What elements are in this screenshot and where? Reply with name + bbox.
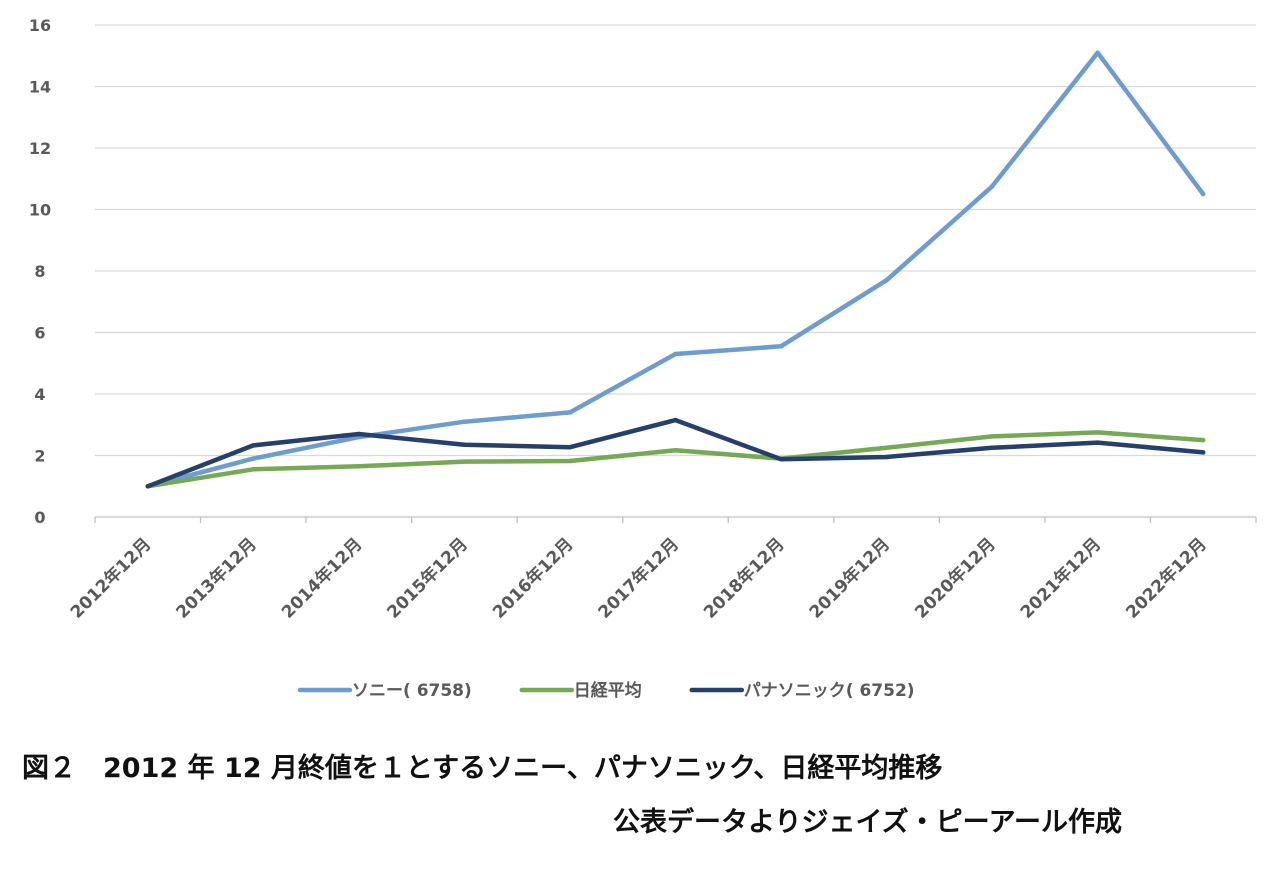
- data-point: [1201, 437, 1206, 443]
- x-tick-label: 2022年12月: [1122, 534, 1211, 623]
- legend-label: パナソニック( 6752): [744, 681, 915, 701]
- data-point: [884, 454, 889, 460]
- data-point: [673, 351, 678, 357]
- data-point: [462, 419, 467, 424]
- data-point: [145, 484, 150, 489]
- y-tick-label: 12: [29, 139, 51, 158]
- data-point: [356, 464, 362, 469]
- series-line-2: [145, 417, 1206, 489]
- data-point: [567, 410, 573, 415]
- data-point: [1095, 430, 1100, 435]
- data-point: [251, 467, 256, 472]
- y-tick-label: 4: [34, 385, 45, 404]
- x-tick-label: 2012年12月: [66, 534, 155, 623]
- data-point: [462, 459, 467, 464]
- source-note: 公表データよりジェイズ・ピーアール作成: [613, 807, 1122, 838]
- series-lines: [145, 50, 1206, 489]
- y-tick-label: 0: [34, 508, 45, 527]
- y-tick-label: 10: [29, 201, 51, 220]
- x-tick-label: 2021年12月: [1016, 534, 1105, 623]
- data-point: [1201, 450, 1206, 455]
- data-point: [884, 445, 889, 450]
- x-axis: [94, 516, 1257, 523]
- data-point: [673, 448, 678, 453]
- data-point: [1095, 50, 1100, 55]
- data-point: [989, 445, 995, 450]
- data-point: [989, 184, 995, 189]
- data-point: [567, 458, 573, 464]
- data-point: [1095, 440, 1100, 445]
- data-point: [778, 457, 784, 462]
- y-axis-ticks: 0 2 4 6 8 10 12 14 16: [29, 16, 51, 527]
- gridlines: [95, 24, 1256, 457]
- x-axis-ticks: 2012年12月 2013年12月 2014年12月 2015年12月 2016年12月…: [66, 534, 1211, 623]
- legend-label: ソニー( 6758): [352, 681, 472, 701]
- x-tick-label: 2018年12月: [699, 534, 788, 623]
- data-point: [567, 445, 573, 450]
- y-tick-label: 8: [34, 262, 45, 281]
- x-tick-label: 2014年12月: [277, 534, 366, 623]
- data-point: [1201, 191, 1206, 197]
- figure-caption: 図２ 2012 年 12 月終値を１とするソニー、パナソニック、日経平均推移: [22, 753, 943, 784]
- x-tick-label: 2017年12月: [594, 534, 683, 623]
- y-tick-label: 16: [29, 16, 51, 35]
- y-tick-label: 14: [29, 78, 51, 97]
- data-point: [462, 442, 467, 447]
- data-point: [251, 456, 256, 461]
- data-point: [778, 344, 784, 349]
- data-point: [989, 434, 995, 439]
- data-point: [673, 417, 678, 423]
- data-point: [356, 431, 362, 437]
- x-tick-label: 2019年12月: [805, 534, 894, 623]
- x-tick-label: 2015年12月: [383, 534, 472, 623]
- data-point: [884, 278, 889, 283]
- y-tick-label: 6: [34, 324, 45, 343]
- data-point: [251, 443, 256, 448]
- legend-label: 日経平均: [574, 680, 642, 701]
- x-tick-label: 2013年12月: [172, 534, 261, 623]
- legend: ソニー( 6758) 日経平均 パナソニック( 6752): [297, 680, 915, 701]
- x-tick-label: 2020年12月: [911, 534, 1000, 623]
- y-tick-label: 2: [34, 447, 45, 466]
- x-tick-label: 2016年12月: [488, 534, 577, 623]
